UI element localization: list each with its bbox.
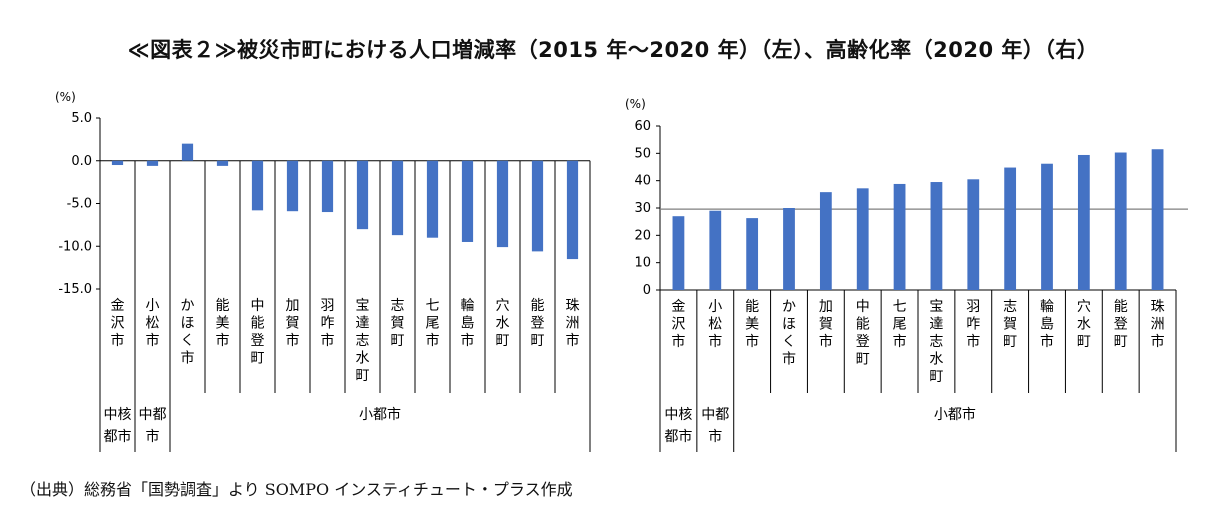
source-note: （出典）総務省「国勢調査」より SOMPO インスティチュート・プラス作成	[20, 480, 573, 499]
category-label: 小松市	[708, 299, 722, 350]
bar	[111, 160, 124, 166]
bar	[181, 143, 194, 161]
category-label: 羽咋市	[966, 299, 980, 350]
bar	[819, 192, 832, 290]
bar	[391, 160, 404, 236]
category-label: 七尾市	[893, 299, 907, 350]
category-label: 穴水町	[1077, 299, 1091, 350]
unit-label: (%)	[55, 90, 76, 104]
category-label: 輪島市	[461, 297, 475, 349]
y-tick-label: 5.0	[71, 111, 92, 126]
category-label: 珠洲市	[1151, 299, 1165, 350]
bar	[461, 160, 474, 242]
group-label: 中都市	[139, 407, 167, 445]
category-label: 小松市	[146, 298, 160, 349]
category-label: 羽咋市	[321, 298, 335, 349]
bar	[856, 188, 869, 290]
y-tick-label: 60	[634, 119, 651, 134]
bar	[967, 179, 980, 290]
population-change-chart: (%) 5.0 0.0 -5.0 -10.0 -15.0 金沢市 小松市 かほく市 能美市 中能登町…	[55, 90, 591, 452]
group-label: 中都市	[701, 407, 729, 445]
category-label: 輪島市	[1040, 298, 1054, 350]
bar	[426, 160, 439, 238]
category-label: かほく市	[181, 298, 195, 367]
bar	[1151, 149, 1164, 290]
chart-title: ≪図表２≫被災市町における人口増減率（2015 年～2020 年）（左）、高齢化…	[127, 38, 1099, 62]
aging-rate-chart: (%) 60 50 40 30 20 10 0 金沢市 小松市 能美市 かほく市 加賀市 中能登町 七尾市 宝…	[625, 97, 1188, 452]
bar	[783, 208, 795, 290]
y-tick-label: 0	[643, 283, 651, 298]
bar	[930, 182, 943, 290]
bar	[672, 216, 685, 290]
group-label: 中核都市	[664, 407, 692, 445]
bar	[893, 183, 906, 290]
category-label: 金沢市	[111, 298, 125, 349]
bar	[321, 160, 334, 213]
charts-canvas: (%) 5.0 0.0 -5.0 -10.0 -15.0 金沢市 小松市 かほく市 能美市 中能登町…	[55, 90, 1188, 452]
y-tick-label: 40	[634, 174, 651, 189]
y-tick-label: 20	[634, 228, 651, 243]
bar	[251, 160, 264, 211]
category-label: 中能登町	[251, 298, 265, 367]
unit-label: (%)	[625, 97, 646, 111]
bar	[566, 160, 579, 260]
group-label: 小都市	[934, 406, 976, 423]
bar	[531, 160, 544, 252]
category-label: 宝達志水町	[356, 298, 370, 384]
category-label: 加賀市	[819, 299, 833, 350]
category-label: かほく市	[782, 299, 796, 368]
category-label: 能美市	[216, 298, 230, 349]
bar	[709, 210, 722, 290]
y-tick-label: 30	[634, 201, 651, 216]
bar	[496, 160, 509, 248]
category-label: 志賀町	[391, 298, 405, 349]
bar	[746, 218, 759, 290]
bar	[146, 160, 159, 166]
y-tick-label: -10.0	[58, 239, 92, 254]
category-label: 能美市	[745, 299, 759, 350]
bar	[1077, 154, 1090, 290]
category-label: 能登町	[531, 298, 545, 349]
bar	[286, 160, 299, 212]
y-tick-label: -5.0	[67, 197, 92, 212]
category-label: 中能登町	[856, 299, 870, 368]
bar	[1114, 152, 1127, 290]
category-label: 穴水町	[496, 298, 510, 349]
category-label: 加賀市	[286, 298, 300, 349]
bar	[356, 160, 369, 230]
category-label: 珠洲市	[566, 298, 580, 349]
y-tick-label: 0.0	[71, 154, 92, 169]
category-label: 志賀町	[1003, 299, 1017, 350]
y-tick-label: 50	[634, 146, 651, 161]
category-label: 七尾市	[426, 298, 440, 349]
group-label: 小都市	[359, 406, 401, 423]
category-label: 宝達志水町	[929, 299, 943, 385]
category-label: 能登町	[1114, 299, 1128, 350]
bar	[1041, 163, 1053, 290]
category-label: 金沢市	[671, 299, 685, 350]
group-label: 中核都市	[104, 407, 132, 445]
y-tick-label: -15.0	[58, 282, 92, 297]
bar	[216, 160, 229, 166]
y-tick-label: 10	[634, 256, 651, 271]
bar	[1004, 167, 1017, 290]
